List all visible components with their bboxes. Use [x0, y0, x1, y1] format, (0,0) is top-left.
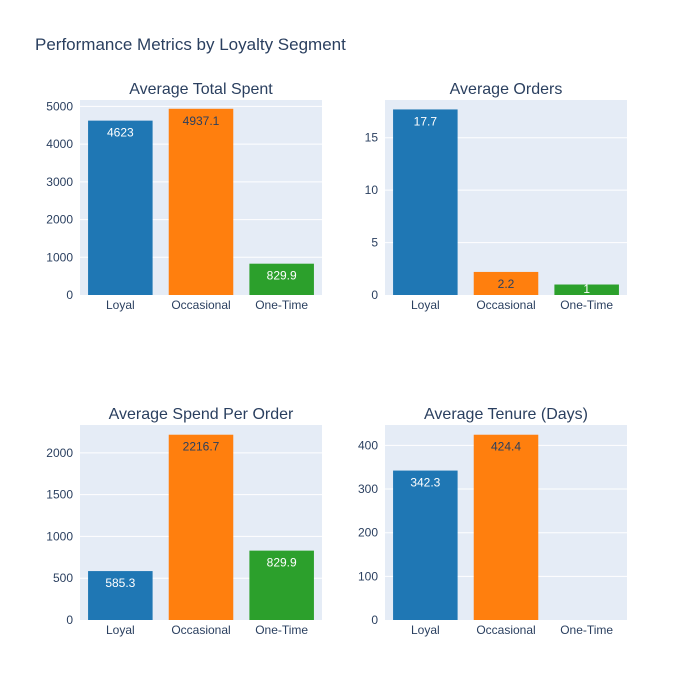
x-tick-label: Occasional: [476, 623, 535, 637]
subplot-4: 0 100 200 300 400 Average Tenure (Days) 342.3 L…: [358, 406, 627, 637]
data-label: 2216.7: [183, 440, 220, 454]
y-tick-label: 0: [66, 613, 73, 627]
x-tick-label: Loyal: [411, 623, 440, 637]
x-tick-label: One-Time: [560, 623, 613, 637]
y-tick-label: 400: [358, 438, 378, 452]
y-tick-label: 1000: [46, 529, 73, 543]
subplot-title: Average Tenure (Days): [424, 406, 588, 423]
x-tick-label: One-Time: [255, 298, 308, 312]
data-label: 2.2: [498, 277, 515, 291]
subplot-2: 0 5 10 15 Average Orders 17.7 Loyal 2.2 Occasion…: [365, 81, 627, 312]
bar-loyal: [393, 470, 458, 620]
subplot-title: Average Spend Per Order: [109, 406, 294, 423]
bar-loyal: [88, 120, 153, 295]
figure-title: Performance Metrics by Loyalty Segment: [35, 35, 346, 54]
data-label: 829.9: [267, 269, 297, 283]
data-label: 585.3: [105, 576, 135, 590]
y-tick-label: 15: [365, 131, 379, 145]
y-tick-label: 5: [371, 236, 378, 250]
data-label: 424.4: [491, 440, 521, 454]
y-tick-label: 10: [365, 183, 379, 197]
data-label: 829.9: [267, 556, 297, 570]
x-tick-label: Occasional: [171, 298, 230, 312]
subplot-title: Average Orders: [450, 81, 563, 98]
subplot-3: 0 500 1000 1500 2000 Average Spend Per Order 5…: [46, 406, 322, 637]
x-tick-label: One-Time: [560, 298, 613, 312]
data-label: 17.7: [414, 114, 438, 128]
y-tick-label: 500: [53, 571, 73, 585]
y-tick-label: 5000: [46, 99, 73, 113]
y-tick-label: 4000: [46, 137, 73, 151]
y-tick-label: 0: [371, 613, 378, 627]
data-label: 4937.1: [183, 114, 220, 128]
x-tick-label: Loyal: [106, 298, 135, 312]
y-tick-label: 100: [358, 569, 378, 583]
data-label: 1: [583, 282, 590, 296]
bar-one-time: [249, 263, 314, 295]
y-tick-label: 2000: [46, 446, 73, 460]
x-tick-label: Loyal: [106, 623, 135, 637]
subplot-title: Average Total Spent: [129, 81, 273, 98]
subplot-1: 0 1000 2000 3000 4000 5000 Average Total Spent…: [46, 81, 322, 312]
y-tick-label: 3000: [46, 175, 73, 189]
bar-occasional: [473, 271, 539, 295]
x-tick-label: One-Time: [255, 623, 308, 637]
y-tick-label: 1500: [46, 488, 73, 502]
bar-occasional: [473, 434, 539, 620]
bar-loyal: [88, 571, 153, 620]
y-tick-label: 1000: [46, 250, 73, 264]
bar-occasional: [168, 108, 234, 296]
data-label: 342.3: [410, 476, 440, 490]
bar-loyal: [393, 109, 458, 295]
data-label: 4623: [107, 126, 134, 140]
x-tick-label: Loyal: [411, 298, 440, 312]
x-tick-label: Occasional: [476, 298, 535, 312]
x-tick-label: Occasional: [171, 623, 230, 637]
y-tick-label: 0: [66, 288, 73, 302]
bar-occasional: [168, 434, 234, 620]
bar-one-time: [554, 284, 619, 295]
y-tick-label: 0: [371, 288, 378, 302]
y-tick-label: 300: [358, 482, 378, 496]
bar-one-time: [249, 550, 314, 620]
y-tick-label: 2000: [46, 213, 73, 227]
y-tick-label: 200: [358, 526, 378, 540]
